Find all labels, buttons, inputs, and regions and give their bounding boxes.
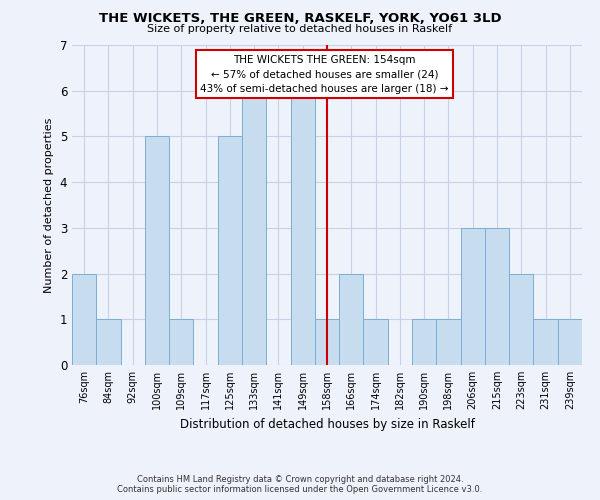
Bar: [290, 90, 315, 365]
Bar: [145, 136, 169, 365]
Bar: [461, 228, 485, 365]
Bar: [72, 274, 96, 365]
Bar: [169, 320, 193, 365]
Bar: [412, 320, 436, 365]
Y-axis label: Number of detached properties: Number of detached properties: [44, 118, 54, 292]
Bar: [558, 320, 582, 365]
Text: Size of property relative to detached houses in Raskelf: Size of property relative to detached ho…: [148, 24, 452, 34]
Bar: [218, 136, 242, 365]
Bar: [436, 320, 461, 365]
Text: THE WICKETS, THE GREEN, RASKELF, YORK, YO61 3LD: THE WICKETS, THE GREEN, RASKELF, YORK, Y…: [98, 12, 502, 26]
Text: THE WICKETS THE GREEN: 154sqm
← 57% of detached houses are smaller (24)
43% of s: THE WICKETS THE GREEN: 154sqm ← 57% of d…: [200, 54, 449, 94]
Bar: [96, 320, 121, 365]
Bar: [533, 320, 558, 365]
X-axis label: Distribution of detached houses by size in Raskelf: Distribution of detached houses by size …: [179, 418, 475, 430]
Bar: [339, 274, 364, 365]
Bar: [509, 274, 533, 365]
Bar: [315, 320, 339, 365]
Bar: [364, 320, 388, 365]
Bar: [485, 228, 509, 365]
Bar: [242, 90, 266, 365]
Text: Contains HM Land Registry data © Crown copyright and database right 2024.
Contai: Contains HM Land Registry data © Crown c…: [118, 474, 482, 494]
